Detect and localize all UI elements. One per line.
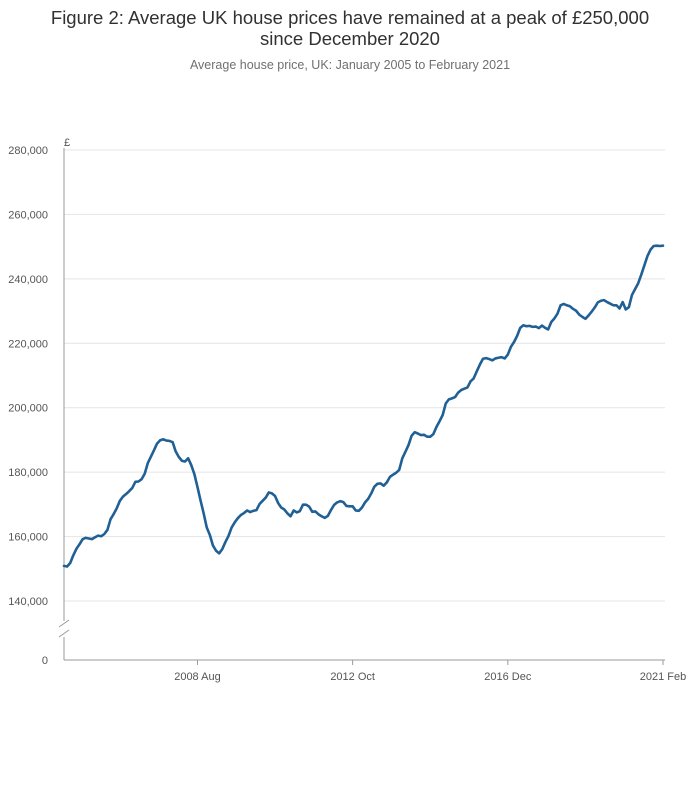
gridlines xyxy=(64,149,665,602)
y-tick-label: 0 xyxy=(42,655,48,667)
axes xyxy=(58,148,665,665)
chart-subtitle: Average house price, UK: January 2005 to… xyxy=(190,58,510,72)
series-layer xyxy=(62,244,665,568)
y-tick-label: 200,000 xyxy=(8,403,48,415)
x-axis-tick-labels: 2008 Aug 2012 Oct 2016 Dec 2021 Feb xyxy=(174,671,686,683)
x-tick-label: 2021 Feb xyxy=(640,671,686,683)
x-tick-label: 2016 Dec xyxy=(484,671,532,683)
y-axis-unit-label: £ xyxy=(64,137,70,149)
y-tick-label: 180,000 xyxy=(8,467,48,479)
y-axis-tick-labels: 0 140,000 160,000 180,000 200,000 220,000 240,… xyxy=(8,145,48,667)
y-tick-label: 240,000 xyxy=(8,274,48,286)
y-tick-label: 160,000 xyxy=(8,532,48,544)
chart-title-line-1: Figure 2: Average UK house prices have r… xyxy=(51,7,649,28)
chart-title-line-2: since December 2020 xyxy=(260,28,440,49)
y-tick-label: 140,000 xyxy=(8,596,48,608)
y-tick-label: 260,000 xyxy=(8,209,48,221)
x-tick-label: 2012 Oct xyxy=(330,671,375,683)
y-tick-label: 220,000 xyxy=(8,338,48,350)
axis-break-mark xyxy=(58,619,70,628)
series-line-average-house-price xyxy=(62,244,665,568)
y-tick-label: 280,000 xyxy=(8,145,48,157)
x-tick-label: 2008 Aug xyxy=(174,671,221,683)
axis-break-mark xyxy=(58,629,70,638)
